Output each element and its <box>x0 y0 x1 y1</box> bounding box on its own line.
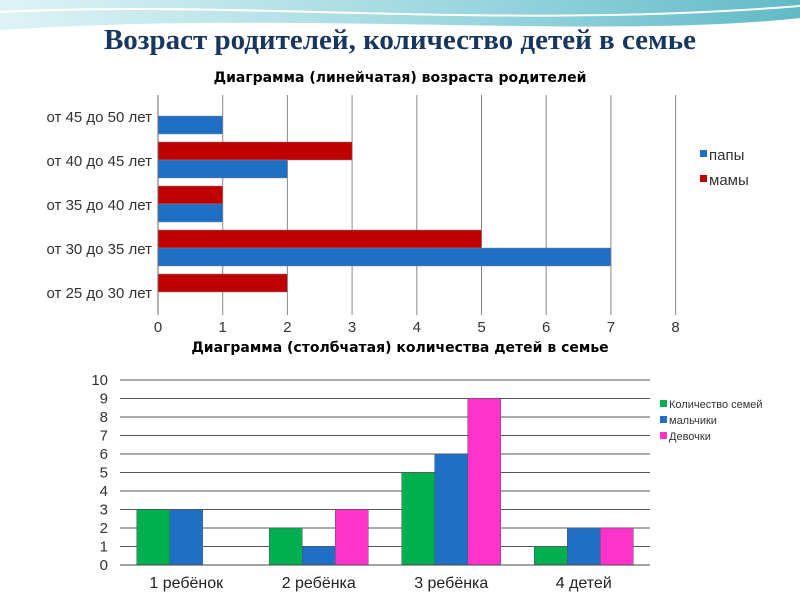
bar-girls <box>600 527 634 566</box>
x-category-label: 3 ребёнка <box>414 575 488 592</box>
bar-boys <box>567 527 601 566</box>
x-tick-label: 4 <box>413 319 421 336</box>
y-tick-label: 2 <box>100 520 108 537</box>
x-tick-label: 1 <box>219 319 227 336</box>
legend-swatch <box>700 175 707 182</box>
y-tick-label: 6 <box>100 446 108 463</box>
bar-chart-title: Диаграмма (линейчатая) возраста родителе… <box>213 70 587 86</box>
x-tick-label: 6 <box>542 319 550 336</box>
bar-families <box>269 527 303 566</box>
legend-label: мальчики <box>669 415 717 427</box>
y-tick-label: 4 <box>100 483 108 500</box>
bar-boys <box>302 546 336 566</box>
x-tick-label: 8 <box>671 319 679 336</box>
bar-boys <box>434 453 468 566</box>
legend-swatch <box>660 400 667 407</box>
y-tick-label: 3 <box>100 502 108 519</box>
x-tick-label: 3 <box>348 319 356 336</box>
bar-families <box>136 509 170 566</box>
x-category-label: 2 ребёнка <box>282 575 356 592</box>
y-category-label: от 45 до 50 лет <box>47 109 153 126</box>
legend-label: Количество семей <box>669 399 763 411</box>
y-tick-label: 8 <box>100 409 108 426</box>
legend-label: папы <box>709 147 744 164</box>
x-tick-label: 7 <box>607 319 615 336</box>
legend-label: Девочки <box>669 431 711 443</box>
bar-families <box>401 472 435 566</box>
y-category-label: от 35 до 40 лет <box>47 197 153 214</box>
x-tick-label: 2 <box>283 319 291 336</box>
legend-swatch <box>660 416 667 423</box>
legend-label: мамы <box>709 172 749 189</box>
y-category-label: от 25 до 30 лет <box>47 285 153 302</box>
y-tick-label: 7 <box>100 428 108 445</box>
bar-families <box>534 546 568 566</box>
y-tick-label: 9 <box>100 391 108 408</box>
column-chart-title: Диаграмма (столбчатая) количества детей … <box>191 340 609 356</box>
bar-boys <box>169 509 203 566</box>
x-tick-label: 0 <box>154 319 162 336</box>
y-tick-label: 10 <box>91 372 108 389</box>
x-category-label: 1 ребёнок <box>149 575 224 592</box>
y-tick-label: 0 <box>100 557 108 574</box>
y-tick-label: 1 <box>100 539 108 556</box>
legend-swatch <box>660 432 667 439</box>
bar-girls <box>467 398 501 566</box>
slide-header-wave <box>0 0 800 30</box>
x-tick-label: 5 <box>477 319 485 336</box>
legend-swatch <box>700 150 707 157</box>
y-category-label: от 30 до 35 лет <box>47 241 153 258</box>
slide-title: Возраст родителей, количество детей в се… <box>103 24 697 56</box>
y-tick-label: 5 <box>100 465 108 482</box>
bar-girls <box>335 509 369 566</box>
x-category-label: 4 детей <box>556 575 612 592</box>
y-category-label: от 40 до 45 лет <box>47 153 153 170</box>
